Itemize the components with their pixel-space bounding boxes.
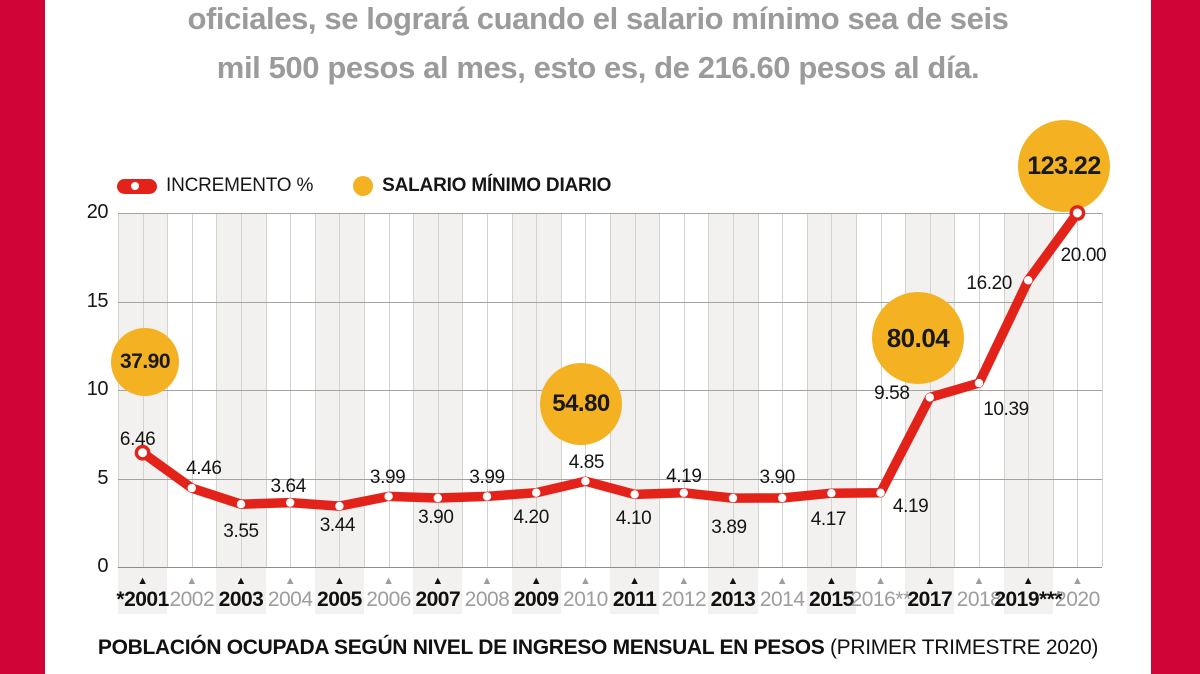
y-axis-tick-label: 20 xyxy=(86,201,109,223)
horizontal-gridline xyxy=(118,301,1102,303)
line-point-icon xyxy=(131,182,139,190)
chart-caption: POBLACIÓN OCUPADA SEGÚN NIVEL DE INGRESO… xyxy=(45,636,1151,660)
caption-bold: POBLACIÓN OCUPADA SEGÚN NIVEL DE INGRESO… xyxy=(97,636,825,659)
legend-salary-label: SALARIO MÍNIMO DIARIO xyxy=(382,175,612,196)
year-marker-triangle: ▲ xyxy=(579,575,591,587)
horizontal-gridline xyxy=(118,478,1102,480)
year-marker-triangle: ▲ xyxy=(383,575,395,587)
data-point-value-label: 4.19 xyxy=(892,495,929,517)
year-marker-triangle: ▲ xyxy=(1022,575,1034,587)
x-axis-year-label: 2013 xyxy=(710,588,756,611)
x-axis-year-label: 2006 xyxy=(366,588,411,611)
data-point-value-label: 16.20 xyxy=(966,273,1012,295)
year-marker-triangle: ▲ xyxy=(678,575,690,587)
salary-bubble: 54.80 xyxy=(540,363,622,445)
x-axis-year-label: 2002 xyxy=(169,588,215,611)
x-axis-year-label: 2010 xyxy=(563,588,608,611)
salary-bubble-value: 37.90 xyxy=(119,350,171,373)
year-marker-triangle: ▲ xyxy=(727,575,739,587)
x-axis-year-label: 2011 xyxy=(612,588,657,611)
data-point-value-label: 3.99 xyxy=(469,467,505,489)
x-axis-year-label: 2016** xyxy=(850,588,912,611)
x-axis-year-label: 2015 xyxy=(809,588,854,611)
vertical-gridline xyxy=(1102,213,1103,567)
year-marker-triangle: ▲ xyxy=(776,575,788,587)
right-border-band xyxy=(1151,0,1200,674)
y-axis-tick-label: 0 xyxy=(97,555,108,577)
x-axis-year-label: 2014 xyxy=(759,588,805,611)
data-point-value-label: 4.20 xyxy=(513,506,549,528)
year-marker-triangle: ▲ xyxy=(875,575,887,587)
horizontal-gridline xyxy=(118,567,1102,568)
data-point-value-label: 3.90 xyxy=(418,506,454,528)
y-axis-tick-label: 15 xyxy=(86,289,109,312)
year-marker-triangle: ▲ xyxy=(924,575,936,587)
data-point-value-label: 4.19 xyxy=(666,465,702,487)
increment-line-icon xyxy=(117,178,157,194)
data-point-value-label: 3.64 xyxy=(270,475,306,497)
salary-bubble-value: 80.04 xyxy=(886,322,950,353)
year-marker-triangle: ▲ xyxy=(333,575,345,587)
x-axis-year-label: 2019*** xyxy=(994,588,1063,611)
year-marker-triangle: ▲ xyxy=(825,575,837,587)
year-marker-triangle: ▲ xyxy=(629,575,641,587)
salary-bubble-icon xyxy=(353,176,374,196)
data-point-value-label: 3.89 xyxy=(711,517,747,539)
data-point-value-label: 20.00 xyxy=(1060,245,1107,266)
data-point-value-label: 4.17 xyxy=(810,509,847,531)
salary-bubble: 80.04 xyxy=(872,292,964,384)
salary-bubble: 123.22 xyxy=(1018,120,1110,212)
x-axis-year-label: 2017 xyxy=(907,588,953,611)
legend-increment-label: INCREMENTO % xyxy=(166,175,314,196)
data-point-value-label: 3.55 xyxy=(223,521,259,543)
data-point-value-label: 10.39 xyxy=(983,399,1029,421)
headline-line-2: mil 500 pesos al mes, esto es, de 216.60… xyxy=(216,50,980,85)
y-axis-tick-label: 5 xyxy=(97,466,108,489)
data-point-value-label: 4.85 xyxy=(568,452,605,474)
data-point-value-label: 4.46 xyxy=(186,458,222,480)
data-point-value-label: 4.10 xyxy=(615,508,652,530)
headline-text: oficiales, se logrará cuando el salario … xyxy=(45,0,1151,92)
year-marker-triangle: ▲ xyxy=(432,575,444,587)
x-axis-year-label: 2005 xyxy=(317,588,362,611)
x-axis-year-label: *2001 xyxy=(116,588,169,611)
data-point-value-label: 3.99 xyxy=(369,467,406,489)
data-point-value-label: 3.90 xyxy=(759,466,795,488)
x-axis-year-label: 2004 xyxy=(267,588,313,611)
salary-bubble-value: 54.80 xyxy=(552,390,610,417)
year-marker-triangle: ▲ xyxy=(530,575,542,587)
x-axis-year-label: 2008 xyxy=(464,588,510,611)
data-point-value-label: 9.58 xyxy=(874,383,910,405)
year-marker-triangle: ▲ xyxy=(973,575,985,587)
salary-bubble-value: 123.22 xyxy=(1027,151,1101,180)
year-marker-triangle: ▲ xyxy=(186,575,198,587)
caption-regular: (PRIMER TRIMESTRE 2020) xyxy=(824,636,1099,659)
chart-legend: INCREMENTO % SALARIO MÍNIMO DIARIO xyxy=(117,171,611,201)
y-axis-tick-label: 10 xyxy=(86,378,109,400)
year-marker-triangle: ▲ xyxy=(481,575,493,587)
x-axis-year-label: 2003 xyxy=(218,588,264,611)
headline-line-1: oficiales, se logrará cuando el salario … xyxy=(187,1,1009,36)
year-marker-triangle: ▲ xyxy=(235,575,247,587)
horizontal-gridline xyxy=(118,213,1102,214)
x-axis-year-label: 2020 xyxy=(1055,588,1100,611)
salary-bubble: 37.90 xyxy=(111,328,179,396)
data-point-value-label: 6.46 xyxy=(119,428,156,450)
year-marker-triangle: ▲ xyxy=(137,575,149,587)
x-axis-year-label: 2018 xyxy=(956,588,1002,611)
data-point-value-label: 3.44 xyxy=(319,515,356,537)
x-axis-year-label: 2012 xyxy=(661,588,707,611)
left-border-band xyxy=(0,0,45,674)
year-marker-triangle: ▲ xyxy=(284,575,296,587)
x-axis-year-label: 2007 xyxy=(415,588,461,611)
x-axis-year-label: 2009 xyxy=(513,588,559,611)
year-marker-triangle: ▲ xyxy=(1071,575,1083,587)
